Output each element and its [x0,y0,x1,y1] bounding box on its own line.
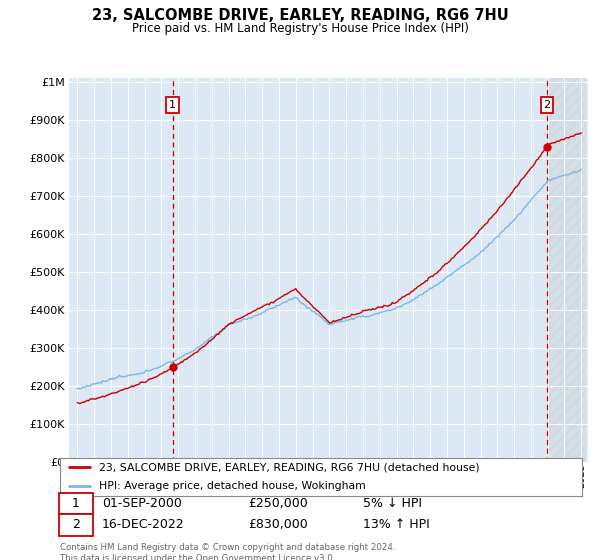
Text: Price paid vs. HM Land Registry's House Price Index (HPI): Price paid vs. HM Land Registry's House … [131,22,469,35]
FancyBboxPatch shape [59,493,93,514]
Text: HPI: Average price, detached house, Wokingham: HPI: Average price, detached house, Woki… [99,481,366,491]
Text: Contains HM Land Registry data © Crown copyright and database right 2024.
This d: Contains HM Land Registry data © Crown c… [60,543,395,560]
Text: 23, SALCOMBE DRIVE, EARLEY, READING, RG6 7HU: 23, SALCOMBE DRIVE, EARLEY, READING, RG6… [92,8,508,24]
Bar [547,78,586,462]
Text: 23, SALCOMBE DRIVE, EARLEY, READING, RG6 7HU (detached house): 23, SALCOMBE DRIVE, EARLEY, READING, RG6… [99,462,480,472]
Text: 01-SEP-2000: 01-SEP-2000 [102,497,182,510]
Text: 1: 1 [169,100,176,110]
Text: 5% ↓ HPI: 5% ↓ HPI [363,497,422,510]
Text: £830,000: £830,000 [248,518,308,531]
Text: 2: 2 [72,518,80,531]
Text: 2: 2 [544,100,551,110]
Text: 16-DEC-2022: 16-DEC-2022 [102,518,184,531]
FancyBboxPatch shape [59,514,93,535]
Text: 13% ↑ HPI: 13% ↑ HPI [363,518,430,531]
Text: 1: 1 [72,497,80,510]
Text: £250,000: £250,000 [248,497,308,510]
